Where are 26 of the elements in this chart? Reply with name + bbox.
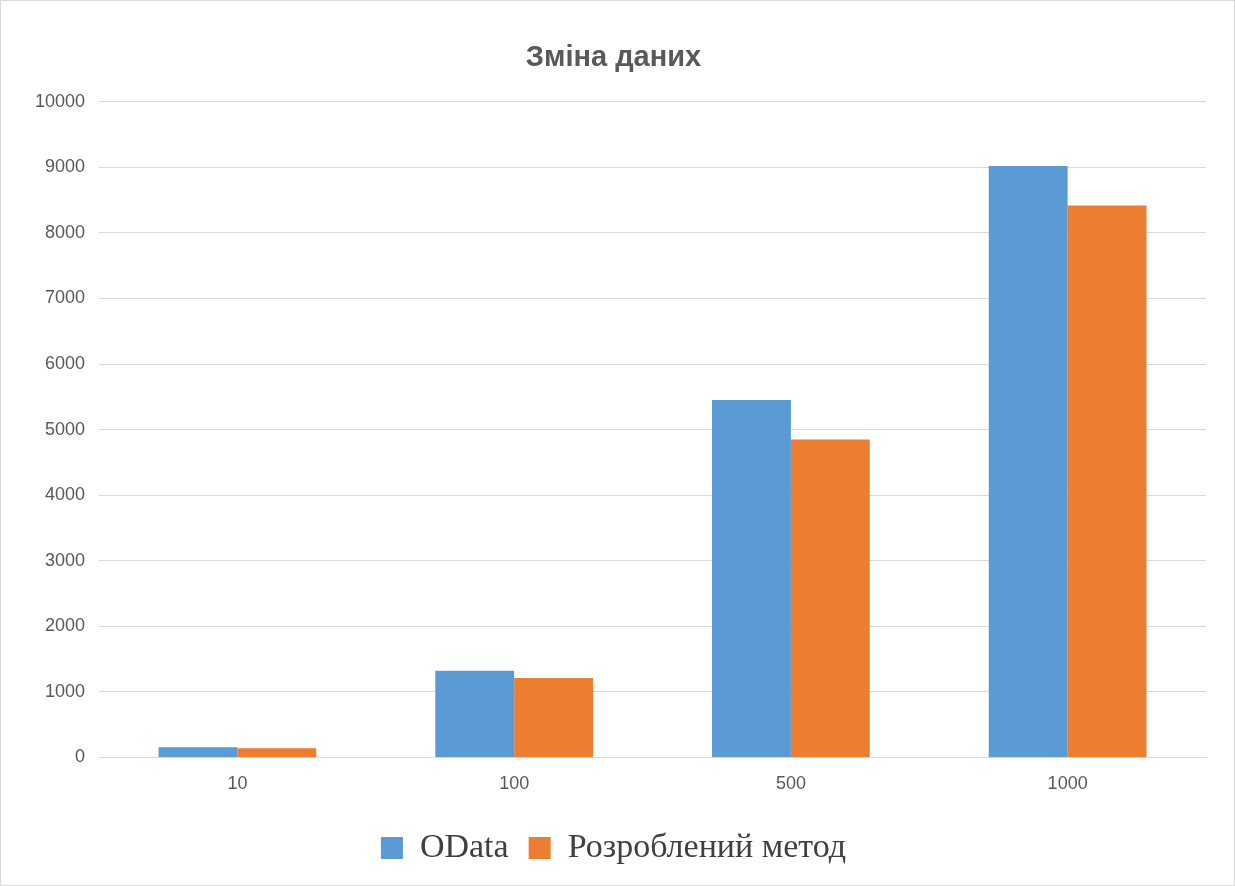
bar [237,748,317,757]
y-tick-label: 0 [75,746,86,767]
y-tick-label: 7000 [45,287,86,308]
x-tick-label: 500 [775,773,806,794]
bar [514,678,594,757]
bar [988,166,1068,757]
y-tick-label: 5000 [45,418,86,439]
chart-title: Зміна даних [525,40,702,73]
legend-label: Розроблений метод [567,826,847,864]
y-tick-label: 10000 [34,90,86,111]
y-tick-label: 9000 [45,156,86,177]
y-tick-label: 6000 [45,353,86,374]
x-tick-label: 100 [499,773,530,794]
bar [790,439,870,757]
x-tick-label: 1000 [1047,773,1088,794]
x-tick-label: 10 [227,773,248,794]
bar [158,747,238,757]
y-tick-label: 4000 [45,484,86,505]
bar [435,670,515,757]
y-tick-label: 1000 [45,680,86,701]
legend-label: OData [419,826,509,864]
y-tick-label: 3000 [45,549,86,570]
bar [1067,205,1147,757]
y-tick-label: 2000 [45,615,86,636]
y-tick-label: 8000 [45,221,86,242]
bar [712,400,791,757]
